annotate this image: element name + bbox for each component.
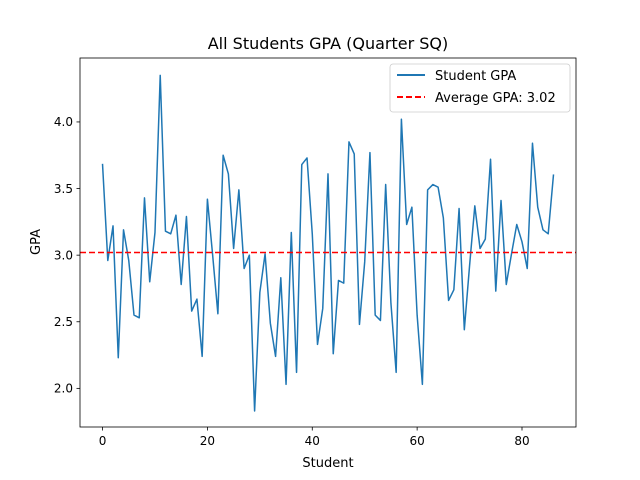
plot-frame bbox=[79, 57, 577, 428]
x-tick-label: 20 bbox=[200, 434, 215, 448]
y-axis-ticks: 2.0 2.5 3.0 3.5 4.0 bbox=[54, 115, 80, 396]
y-tick-label: 2.5 bbox=[54, 315, 73, 329]
legend-label-student-gpa: Student GPA bbox=[435, 69, 516, 84]
legend: Student GPA Average GPA: 3.02 bbox=[389, 63, 571, 113]
y-tick-label: 4.0 bbox=[54, 115, 73, 129]
data-layer bbox=[80, 74, 576, 412]
x-axis-label: Student bbox=[302, 456, 353, 471]
legend-box bbox=[389, 63, 571, 113]
x-axis-ticks: 0 20 40 60 80 bbox=[99, 427, 530, 448]
x-tick-label: 40 bbox=[305, 434, 320, 448]
x-tick-label: 60 bbox=[409, 434, 424, 448]
y-tick-label: 2.0 bbox=[54, 382, 73, 396]
legend-label-average-gpa: Average GPA: 3.02 bbox=[435, 91, 556, 106]
y-tick-label: 3.5 bbox=[54, 182, 73, 196]
x-tick-label: 80 bbox=[514, 434, 529, 448]
x-tick-label: 0 bbox=[99, 434, 107, 448]
y-tick-label: 3.0 bbox=[54, 248, 73, 262]
y-axis-label: GPA bbox=[29, 229, 44, 255]
chart-title: All Students GPA (Quarter SQ) bbox=[208, 34, 449, 53]
series-line-student-gpa bbox=[101, 74, 555, 412]
